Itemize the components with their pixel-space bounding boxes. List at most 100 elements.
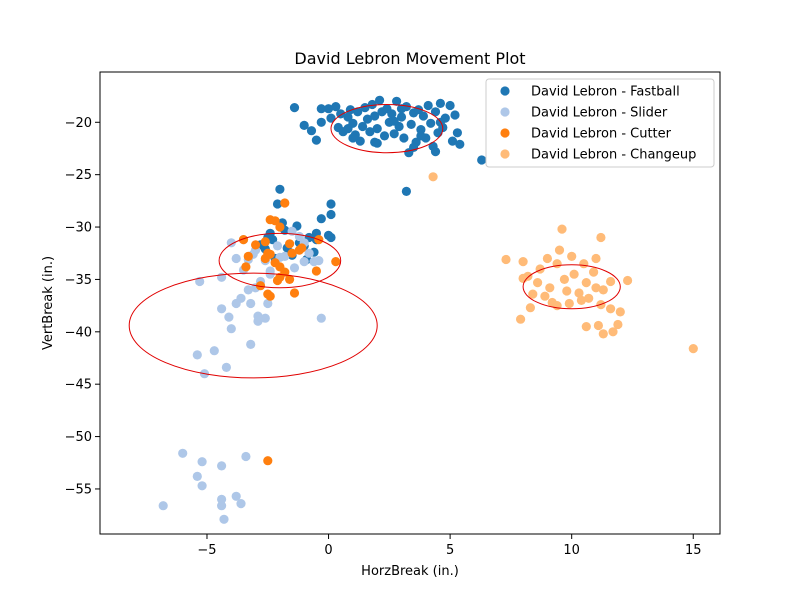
data-point-series-3 [569, 269, 579, 279]
data-point-series-0 [316, 214, 326, 224]
x-tick-label: 10 [563, 543, 580, 558]
data-point-series-1 [231, 298, 241, 309]
confidence-ellipse-3 [522, 264, 621, 310]
data-point-series-3 [528, 289, 538, 299]
data-point-series-3 [579, 259, 589, 269]
data-point-series-1 [316, 313, 326, 323]
data-point-series-2 [255, 281, 266, 291]
x-tick-label: −5 [197, 543, 216, 558]
x-axis: −5 0 5 10 15 [197, 534, 702, 558]
data-point-series-0 [345, 105, 355, 115]
data-point-series-1 [217, 494, 227, 504]
data-point-series-3 [581, 322, 591, 332]
legend: David Lebron - Fastball David Lebron - Sl… [485, 78, 715, 168]
data-point-series-0 [331, 102, 341, 112]
legend-marker-1 [500, 107, 510, 117]
data-point-series-3 [576, 295, 587, 305]
data-point-series-0 [401, 186, 411, 196]
data-point-series-3 [615, 307, 625, 317]
data-point-series-3 [688, 344, 698, 354]
data-point-series-0 [406, 119, 416, 129]
data-point-series-1 [217, 461, 227, 471]
data-point-series-3 [567, 251, 577, 261]
y-tick-label: −30 [65, 221, 92, 236]
legend-label-0: David Lebron - Fastball [531, 85, 680, 100]
data-point-series-0 [275, 184, 285, 194]
data-point-series-0 [272, 199, 283, 209]
data-point-series-3 [547, 297, 557, 308]
data-point-series-0 [316, 104, 326, 114]
data-point-series-3 [581, 278, 591, 288]
y-axis: −20 −25 −30 −35 −40 −45 −50 −55 [65, 116, 100, 497]
data-point-series-0 [396, 112, 407, 122]
data-point-series-0 [370, 111, 380, 121]
x-axis-label: HorzBreak (in.) [361, 564, 459, 579]
data-point-series-0 [343, 112, 353, 122]
data-point-series-2 [297, 243, 307, 253]
data-point-series-3 [501, 254, 511, 265]
data-point-series-2 [311, 266, 321, 276]
data-point-series-3 [562, 286, 572, 296]
y-tick-label: −50 [65, 430, 92, 445]
data-point-series-0 [311, 135, 321, 145]
data-point-series-1 [231, 253, 241, 264]
data-point-series-3 [589, 267, 599, 277]
data-point-series-0 [399, 133, 409, 143]
data-point-series-1 [272, 241, 283, 251]
data-point-series-0 [379, 131, 390, 141]
legend-label-1: David Lebron - Slider [531, 106, 668, 121]
data-point-series-1 [217, 304, 227, 314]
data-point-series-0 [326, 113, 336, 123]
data-point-series-0 [396, 104, 407, 114]
data-point-series-3 [593, 320, 604, 331]
y-tick-label: −25 [65, 168, 92, 183]
data-point-series-0 [413, 105, 424, 115]
data-point-series-0 [358, 121, 368, 132]
data-point-series-3 [518, 257, 528, 267]
legend-marker-2 [500, 128, 510, 138]
data-point-series-2 [285, 239, 295, 249]
data-point-series-2 [275, 272, 285, 282]
data-point-series-0 [445, 100, 455, 111]
data-point-series-2 [287, 248, 297, 258]
data-point-series-1 [231, 491, 241, 501]
legend-label-3: David Lebron - Changeup [531, 148, 696, 163]
x-tick-label: 0 [324, 543, 332, 558]
data-point-series-3 [540, 291, 550, 301]
data-point-series-3 [606, 276, 616, 287]
data-point-series-1 [263, 298, 273, 309]
data-point-series-1 [226, 324, 236, 334]
data-point-series-1 [195, 276, 205, 287]
data-point-series-0 [387, 109, 397, 119]
data-point-series-2 [265, 249, 275, 259]
data-point-series-2 [238, 235, 249, 245]
data-point-series-2 [289, 288, 300, 298]
data-point-series-2 [280, 198, 290, 208]
data-point-series-0 [426, 118, 436, 128]
data-point-series-0 [416, 125, 426, 135]
data-point-series-2 [260, 237, 270, 247]
data-point-series-1 [192, 471, 202, 481]
confidence-ellipse-0 [330, 104, 444, 154]
legend-marker-0 [500, 86, 510, 96]
data-point-series-3 [584, 293, 594, 303]
data-point-series-3 [542, 253, 553, 264]
data-point-series-1 [224, 312, 234, 322]
data-point-series-2 [243, 251, 253, 261]
data-point-series-0 [306, 126, 317, 136]
data-point-series-3 [564, 298, 574, 309]
data-point-series-0 [435, 117, 445, 127]
data-point-series-1 [241, 451, 251, 462]
data-point-series-1 [304, 248, 314, 258]
data-point-series-3 [596, 232, 606, 243]
data-point-series-2 [275, 222, 285, 232]
data-point-series-3 [574, 288, 584, 298]
legend-marker-3 [500, 149, 510, 159]
data-point-series-3 [598, 329, 608, 339]
x-tick-label: 15 [685, 543, 702, 558]
data-point-series-3 [545, 283, 555, 293]
y-tick-label: −55 [65, 482, 92, 497]
data-point-series-3 [428, 172, 438, 182]
data-point-series-0 [326, 209, 336, 220]
data-point-series-0 [375, 95, 385, 105]
